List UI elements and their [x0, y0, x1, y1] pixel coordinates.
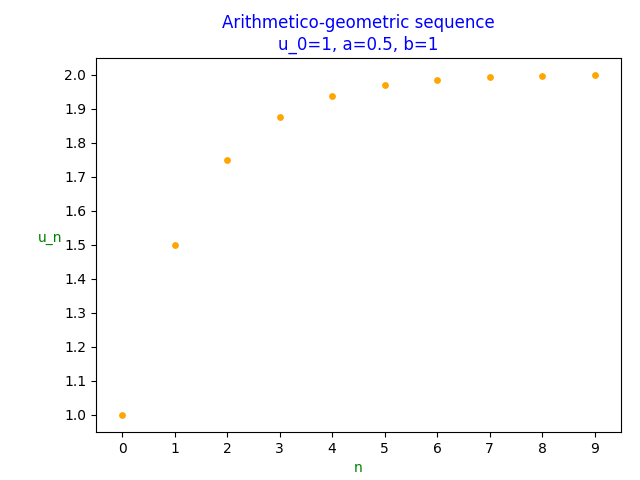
Point — [432, 76, 442, 84]
Point — [589, 72, 600, 79]
Point — [170, 241, 180, 249]
Point — [380, 82, 390, 89]
Point — [275, 113, 285, 121]
Title: Arithmetico-geometric sequence
u_0=1, a=0.5, b=1: Arithmetico-geometric sequence u_0=1, a=… — [222, 14, 495, 54]
Point — [537, 72, 547, 80]
X-axis label: n: n — [354, 461, 363, 475]
Point — [327, 92, 337, 100]
Y-axis label: u_n: u_n — [38, 231, 63, 245]
Point — [222, 156, 232, 164]
Point — [117, 411, 127, 419]
Point — [484, 73, 495, 81]
